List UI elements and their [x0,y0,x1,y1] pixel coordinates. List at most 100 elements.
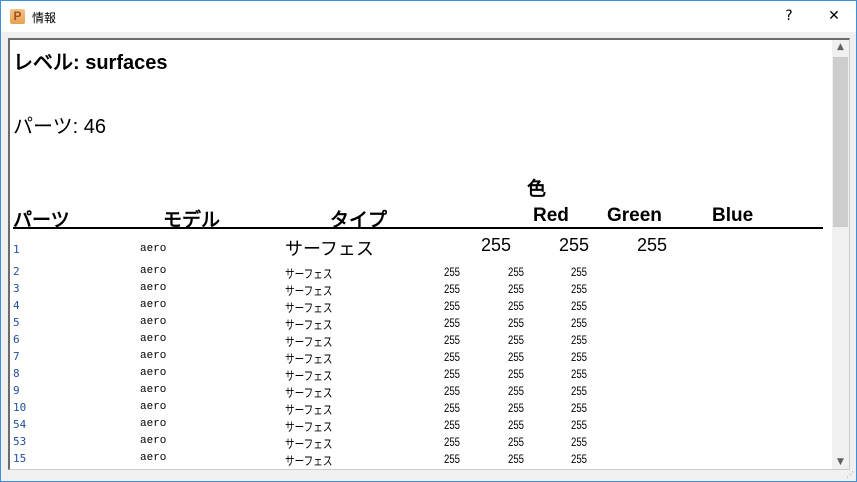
cell-type: サーフェス [285,239,374,259]
help-button[interactable]: ? [785,8,793,24]
cell-b: 255 [571,418,588,432]
cell-r: 255 [444,418,461,432]
cell-model: aero [140,418,167,430]
cell-type: サーフェス [285,454,333,468]
cell-part: 1 [13,243,20,256]
cell-type: サーフェス [285,301,333,315]
dialog-body: レベル: surfaces パーツ: 46 色 パーツ モデル タイプ Red … [1,32,856,481]
cell-b: 255 [571,265,588,279]
close-button[interactable]: ✕ [828,8,840,24]
window-title: 情報 [32,11,57,25]
cell-r: 255 [444,282,461,296]
resize-grip-icon[interactable]: ⋰ [846,470,854,479]
cell-g: 255 [508,282,525,296]
cell-part: 5 [13,316,20,329]
cell-type: サーフェス [285,420,333,434]
cell-g: 255 [508,265,525,279]
cell-r: 255 [444,299,461,313]
cell-r: 255 [481,235,512,255]
cell-r: 255 [444,316,461,330]
cell-b: 255 [571,452,588,466]
cell-b: 255 [571,384,588,398]
cell-type: サーフェス [285,267,333,281]
cell-r: 255 [444,265,461,279]
cell-model: aero [140,299,167,311]
cell-b: 255 [571,367,588,381]
scroll-down-icon[interactable]: ▼ [837,457,844,467]
cell-type: サーフェス [285,284,333,298]
cell-part: 9 [13,384,20,397]
cell-model: aero [140,367,167,379]
color-group-header: 色 [527,179,547,200]
part-header: パーツ [13,210,70,231]
cell-part: 10 [13,401,27,414]
type-header: タイプ [330,210,388,231]
cell-b: 255 [571,401,588,415]
cell-r: 255 [444,384,461,398]
cell-g: 255 [508,452,525,466]
cell-r: 255 [444,452,461,466]
cell-type: サーフェス [285,437,333,451]
cell-model: aero [140,350,167,362]
cell-model: aero [140,401,167,413]
cell-g: 255 [508,316,525,330]
cell-part: 15 [13,452,27,465]
cell-model: aero [140,333,167,345]
cell-type: サーフェス [285,335,333,349]
cell-model: aero [140,384,167,396]
parts-count: パーツ: 46 [13,116,106,138]
cell-part: 8 [13,367,20,380]
cell-g: 255 [559,235,590,255]
cell-g: 255 [508,333,525,347]
cell-model: aero [140,282,167,294]
cell-part: 2 [13,265,20,278]
cell-g: 255 [508,299,525,313]
level-heading: レベル: surfaces [13,52,168,74]
scroll-thumb[interactable] [833,57,848,227]
cell-b: 255 [571,282,588,296]
app-icon: P [10,9,25,24]
cell-model: aero [140,452,167,464]
cell-model: aero [140,435,167,447]
blue-header: Blue [712,205,754,226]
cell-g: 255 [508,367,525,381]
cell-b: 255 [571,333,588,347]
cell-type: サーフェス [285,386,333,400]
cell-model: aero [140,265,167,277]
cell-type: サーフェス [285,369,333,383]
green-header: Green [607,205,662,226]
red-header: Red [533,205,569,226]
info-panel: レベル: surfaces パーツ: 46 色 パーツ モデル タイプ Red … [8,38,850,470]
title-bar: P 情報 ? ✕ [1,1,856,32]
vertical-scrollbar[interactable]: ▲ ▼ [832,40,849,469]
cell-b: 255 [637,235,668,255]
cell-type: サーフェス [285,318,333,332]
cell-type: サーフェス [285,352,333,366]
cell-r: 255 [444,435,461,449]
scroll-up-icon[interactable]: ▲ [837,42,844,52]
cell-part: 3 [13,282,20,295]
cell-g: 255 [508,384,525,398]
cell-b: 255 [571,350,588,364]
cell-r: 255 [444,350,461,364]
cell-type: サーフェス [285,403,333,417]
cell-part: 7 [13,350,20,363]
cell-part: 53 [13,435,27,448]
cell-b: 255 [571,316,588,330]
cell-g: 255 [508,350,525,364]
model-header: モデル [163,210,221,231]
cell-r: 255 [444,401,461,415]
cell-model: aero [140,316,167,328]
cell-b: 255 [571,435,588,449]
cell-part: 6 [13,333,20,346]
cell-part: 4 [13,299,20,312]
cell-r: 255 [444,333,461,347]
header-divider [13,227,823,229]
cell-r: 255 [444,367,461,381]
cell-g: 255 [508,401,525,415]
cell-b: 255 [571,299,588,313]
cell-model: aero [140,243,167,255]
cell-part: 54 [13,418,27,431]
cell-g: 255 [508,435,525,449]
cell-g: 255 [508,418,525,432]
